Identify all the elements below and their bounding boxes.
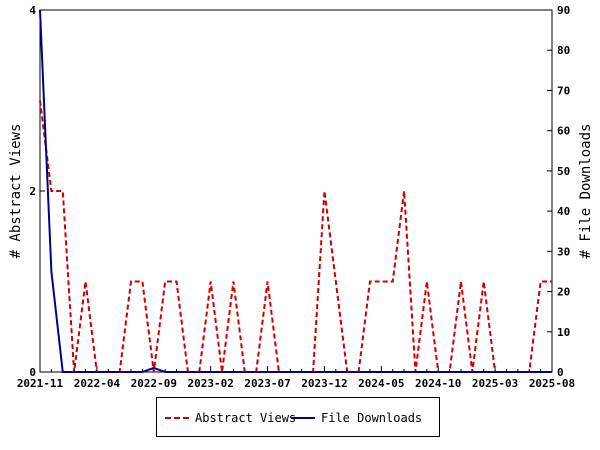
left-y-tick-label: 2 — [29, 185, 36, 198]
x-tick-label: 2021-11 — [17, 377, 64, 390]
series-layer — [39, 9, 552, 373]
right-y-tick-label: 20 — [557, 286, 570, 299]
legend-swatch-abstract-views — [165, 417, 189, 419]
right-y-tick-label: 10 — [557, 326, 570, 339]
legend-label-abstract-views: Abstract Views — [195, 411, 297, 425]
x-tick-label: 2023-02 — [187, 377, 233, 390]
x-tick-label: 2022-09 — [131, 377, 177, 390]
right-y-tick-label: 40 — [557, 205, 570, 218]
right-y-axis-title: # File Downloads — [578, 124, 594, 259]
left-y-axis-title: # Abstract Views — [8, 124, 24, 259]
left-y-tick-label: 4 — [29, 4, 36, 17]
plot-area — [39, 9, 553, 373]
right-y-tick-label: 0 — [557, 366, 564, 379]
right-y-tick-label: 90 — [557, 4, 570, 17]
left-y-tick-label: 0 — [29, 366, 36, 379]
legend-item-abstract-views: Abstract Views — [165, 411, 296, 425]
right-y-tick-label: 30 — [557, 245, 570, 258]
legend-item-file-downloads: File Downloads — [291, 411, 422, 425]
right-y-tick-label: 70 — [557, 84, 570, 97]
legend: Abstract Views File Downloads — [156, 397, 440, 437]
x-tick-label: 2023-12 — [301, 377, 347, 390]
x-tick-label: 2022-04 — [74, 377, 121, 390]
x-tick-label: 2025-08 — [529, 377, 575, 390]
legend-swatch-file-downloads — [291, 417, 315, 419]
x-tick-label: 2025-03 — [472, 377, 518, 390]
x-tick-label: 2023-07 — [244, 377, 290, 390]
right-y-tick-label: 60 — [557, 125, 570, 138]
legend-label-file-downloads: File Downloads — [321, 411, 423, 425]
x-tick-label: 2024-10 — [415, 377, 461, 390]
x-tick-label: 2024-05 — [358, 377, 404, 390]
right-y-axis: 0 10 20 30 40 50 60 70 80 90 — [547, 4, 570, 379]
series-line-file-downloads — [39, 9, 552, 373]
right-y-tick-label: 80 — [557, 44, 570, 57]
right-y-tick-label: 50 — [557, 165, 570, 178]
